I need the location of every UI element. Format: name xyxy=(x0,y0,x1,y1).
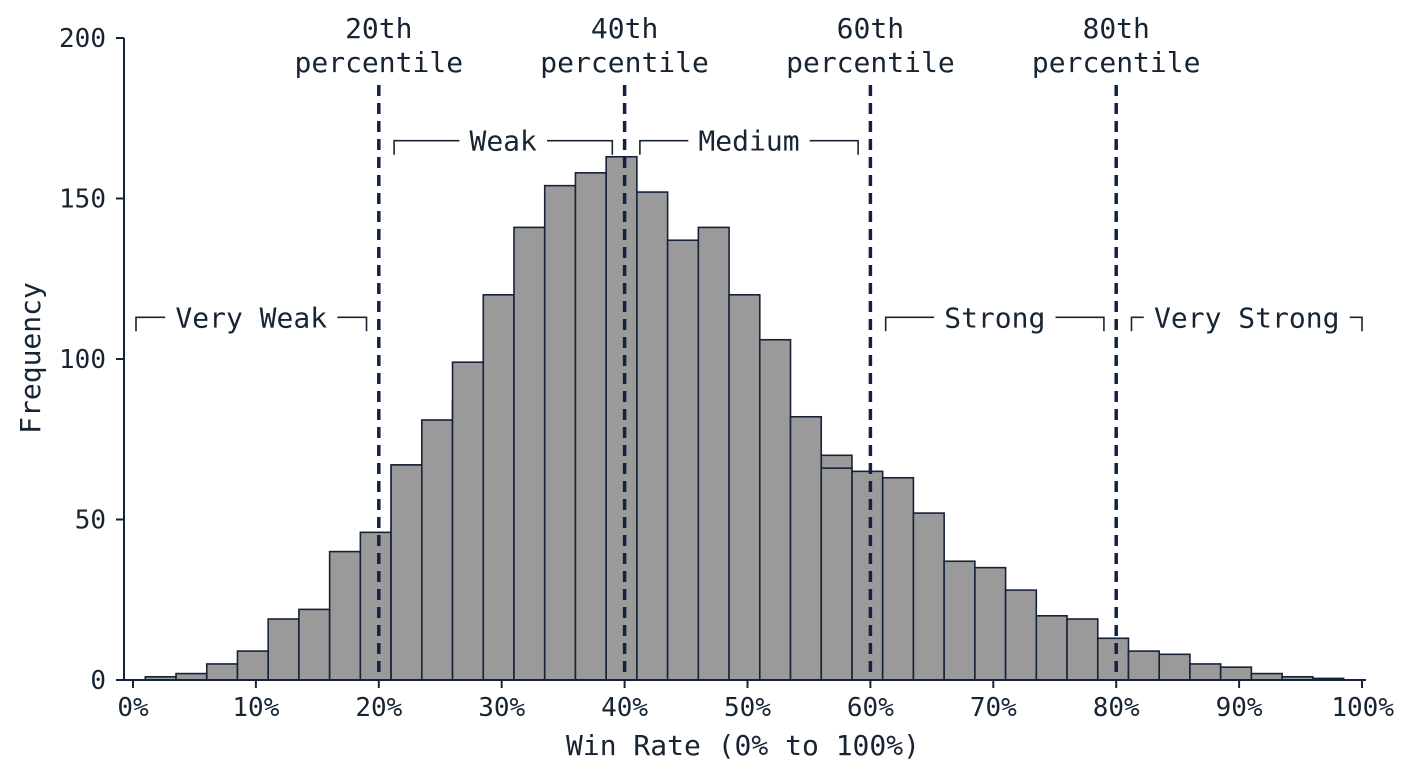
histogram-bar xyxy=(1004,589,1038,681)
histogram-bar xyxy=(1066,618,1099,681)
x-axis-title: Win Rate (0% to 100%) xyxy=(566,729,920,762)
histogram-bar xyxy=(1035,614,1068,681)
band-bracket-left xyxy=(1130,316,1144,332)
x-tick-label: 90% xyxy=(1216,693,1263,723)
band-bracket-right xyxy=(809,139,859,155)
percentile-label: 20th xyxy=(345,12,412,45)
band-bracket-left xyxy=(884,316,935,332)
histogram-bar xyxy=(697,226,730,681)
x-tick-label: 20% xyxy=(355,693,402,723)
histogram-bar xyxy=(328,550,362,681)
band-bracket-right xyxy=(337,316,368,332)
histogram-bar xyxy=(758,338,792,681)
percentile-label: percentile xyxy=(786,46,955,79)
band-medium: Medium xyxy=(639,125,859,158)
histogram-bar xyxy=(1158,653,1191,681)
histogram-bar xyxy=(1127,650,1161,681)
y-tick-label: 150 xyxy=(59,185,106,215)
histogram-bar xyxy=(236,650,269,681)
band-bracket-left xyxy=(393,139,460,155)
band-label: Strong xyxy=(944,301,1045,334)
y-tick-label: 100 xyxy=(59,345,106,375)
axes-layer: 0 50 100 150 200 0% 10% 20% 30% 40% 50% 60% 70% 80% 90… xyxy=(59,24,1394,723)
histogram-bar xyxy=(543,184,577,681)
band-very-weak: Very Weak xyxy=(135,301,368,334)
band-bracket-left xyxy=(639,139,689,155)
histogram-bar xyxy=(851,470,884,681)
x-tick-label: 80% xyxy=(1093,693,1140,723)
x-tick-label: 30% xyxy=(478,693,525,723)
histogram-bar xyxy=(390,464,423,681)
x-tick-label: 60% xyxy=(847,693,894,723)
histogram-bar xyxy=(451,361,485,681)
histogram-bar xyxy=(1189,663,1222,681)
percentile-label: percentile xyxy=(1032,46,1201,79)
histogram-bar xyxy=(205,663,239,681)
percentile-label: 40th xyxy=(591,12,658,45)
histogram-bar xyxy=(1219,666,1253,681)
y-tick-label: 0 xyxy=(90,666,106,696)
band-bracket-right xyxy=(1349,316,1363,332)
band-labels-layer: Very Weak Weak Medium Strong Very Strong xyxy=(135,125,1363,334)
histogram-bar xyxy=(574,172,607,681)
x-tick-label: 0% xyxy=(117,693,149,723)
band-bracket-right xyxy=(547,139,614,155)
percentile-label: 60th xyxy=(837,12,904,45)
histogram-bar xyxy=(912,512,945,681)
histogram-bar xyxy=(636,191,669,681)
band-label: Very Weak xyxy=(175,301,327,334)
band-very-strong: Very Strong xyxy=(1130,301,1363,334)
x-tick-label: 70% xyxy=(970,693,1017,723)
band-label: Medium xyxy=(698,125,799,158)
y-tick-label: 50 xyxy=(75,506,106,536)
histogram-bar xyxy=(421,419,454,681)
histogram-bar xyxy=(267,618,300,681)
histogram-bar xyxy=(482,293,515,681)
y-axis-title: Frequency xyxy=(14,282,47,434)
band-label: Very Strong xyxy=(1154,301,1339,334)
band-bracket-left xyxy=(135,316,166,332)
histogram-bar xyxy=(298,608,331,681)
bars-layer xyxy=(144,155,1345,681)
x-tick-label: 10% xyxy=(232,693,279,723)
band-weak: Weak xyxy=(393,125,614,158)
x-tick-label: 40% xyxy=(601,693,648,723)
percentile-lines-layer: 20thpercentile40thpercentile60thpercenti… xyxy=(295,12,1201,680)
percentile-label: percentile xyxy=(540,46,709,79)
band-strong: Strong xyxy=(884,301,1105,334)
histogram-bar xyxy=(943,560,976,681)
percentile-label: percentile xyxy=(295,46,464,79)
histogram-bar xyxy=(881,476,915,681)
histogram-bar xyxy=(728,293,761,681)
histogram-bar xyxy=(974,566,1007,681)
histogram-bar xyxy=(513,226,546,681)
series-2 xyxy=(390,155,853,681)
histogram-bar xyxy=(820,467,853,681)
percentile-label: 80th xyxy=(1082,12,1149,45)
y-tick-label: 200 xyxy=(59,24,106,54)
band-bracket-right xyxy=(1055,316,1105,332)
histogram-bar xyxy=(605,155,638,681)
x-tick-label: 50% xyxy=(724,693,771,723)
histogram-bar xyxy=(359,531,392,681)
x-tick-label: 100% xyxy=(1331,693,1394,723)
histogram-bar xyxy=(666,239,700,681)
histogram-bar xyxy=(1096,637,1130,681)
band-label: Weak xyxy=(469,125,537,158)
histogram-bar xyxy=(789,415,823,681)
